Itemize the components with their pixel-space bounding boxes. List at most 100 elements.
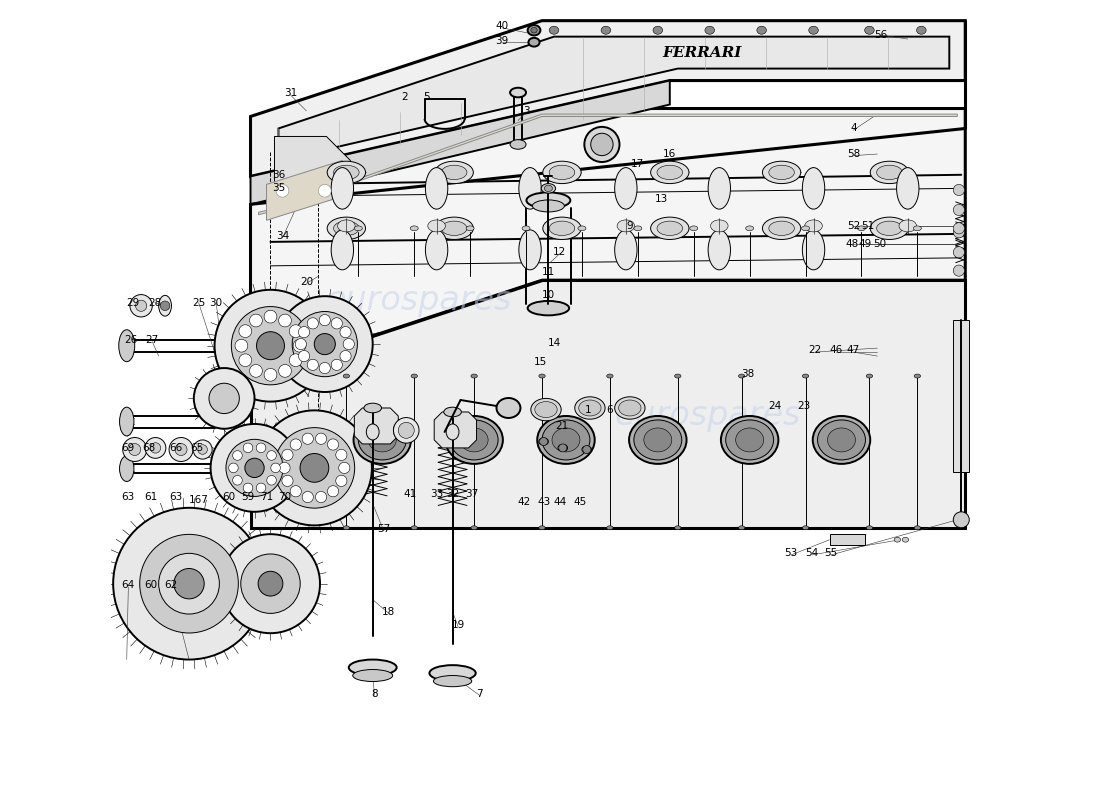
Text: 18: 18: [382, 606, 395, 617]
Ellipse shape: [802, 374, 808, 378]
Circle shape: [319, 362, 330, 374]
Polygon shape: [251, 280, 966, 528]
Text: 3: 3: [522, 106, 529, 116]
Ellipse shape: [870, 217, 909, 239]
Circle shape: [295, 338, 307, 350]
Ellipse shape: [410, 226, 418, 230]
Text: 25: 25: [192, 298, 206, 307]
Ellipse shape: [120, 456, 134, 482]
Polygon shape: [434, 412, 476, 448]
Circle shape: [267, 450, 276, 460]
Ellipse shape: [805, 220, 823, 232]
Ellipse shape: [650, 162, 689, 183]
Text: 14: 14: [548, 338, 561, 347]
Ellipse shape: [575, 397, 605, 419]
Ellipse shape: [446, 416, 503, 464]
Ellipse shape: [539, 374, 546, 378]
Text: 5: 5: [422, 91, 429, 102]
Ellipse shape: [539, 438, 549, 445]
Ellipse shape: [441, 221, 466, 235]
Ellipse shape: [541, 183, 556, 193]
Ellipse shape: [865, 26, 874, 34]
Ellipse shape: [542, 217, 581, 239]
Ellipse shape: [726, 420, 773, 460]
Text: 42: 42: [518, 498, 531, 507]
Ellipse shape: [366, 424, 379, 440]
Text: 7: 7: [476, 689, 483, 699]
Ellipse shape: [916, 26, 926, 34]
Ellipse shape: [542, 162, 581, 183]
Circle shape: [319, 314, 330, 326]
Circle shape: [274, 428, 354, 508]
Ellipse shape: [607, 374, 613, 378]
Ellipse shape: [653, 26, 662, 34]
Circle shape: [954, 184, 965, 195]
Circle shape: [583, 446, 591, 454]
Ellipse shape: [674, 374, 681, 378]
Circle shape: [307, 318, 318, 329]
Text: 53: 53: [784, 548, 798, 558]
Text: 2: 2: [402, 91, 408, 102]
Ellipse shape: [364, 403, 382, 413]
Text: 68: 68: [143, 443, 156, 453]
Circle shape: [239, 325, 252, 338]
Ellipse shape: [896, 168, 918, 209]
Text: 15: 15: [534, 357, 547, 366]
Text: 22: 22: [808, 346, 822, 355]
Circle shape: [174, 569, 205, 599]
Circle shape: [954, 246, 965, 258]
Ellipse shape: [120, 407, 134, 436]
Circle shape: [241, 554, 300, 614]
Ellipse shape: [343, 374, 350, 378]
Circle shape: [954, 222, 965, 234]
Ellipse shape: [531, 27, 537, 33]
Circle shape: [954, 204, 965, 215]
Circle shape: [278, 314, 292, 327]
Ellipse shape: [471, 374, 477, 378]
Circle shape: [257, 410, 372, 526]
Text: 26: 26: [124, 335, 138, 345]
Ellipse shape: [528, 25, 540, 35]
Circle shape: [290, 486, 301, 497]
Circle shape: [258, 571, 283, 596]
Ellipse shape: [471, 526, 477, 530]
Circle shape: [328, 486, 339, 497]
Text: 50: 50: [873, 239, 887, 250]
Text: 27: 27: [145, 335, 158, 345]
Polygon shape: [251, 109, 966, 376]
Polygon shape: [258, 114, 957, 214]
Ellipse shape: [657, 221, 683, 235]
Circle shape: [271, 463, 281, 473]
Ellipse shape: [333, 221, 359, 235]
Circle shape: [221, 534, 320, 633]
Text: 62: 62: [164, 580, 177, 590]
Ellipse shape: [711, 220, 728, 232]
Text: 48: 48: [845, 239, 858, 250]
Ellipse shape: [769, 221, 794, 235]
Ellipse shape: [466, 226, 474, 230]
Ellipse shape: [634, 420, 682, 460]
Ellipse shape: [510, 140, 526, 150]
Text: 45: 45: [574, 498, 587, 507]
Circle shape: [394, 418, 419, 443]
Ellipse shape: [802, 230, 825, 270]
Text: 58: 58: [847, 149, 860, 159]
Ellipse shape: [510, 88, 526, 98]
Ellipse shape: [762, 162, 801, 183]
Text: 46: 46: [829, 346, 843, 355]
Text: 33: 33: [430, 490, 443, 499]
Text: 63: 63: [169, 493, 183, 502]
Polygon shape: [354, 408, 398, 444]
Circle shape: [302, 433, 313, 444]
Circle shape: [194, 368, 254, 429]
Polygon shape: [278, 37, 949, 161]
Text: 29: 29: [126, 298, 140, 307]
Circle shape: [278, 365, 292, 378]
Ellipse shape: [720, 416, 779, 464]
Text: 56: 56: [874, 30, 888, 40]
Ellipse shape: [331, 168, 353, 209]
Ellipse shape: [359, 420, 406, 460]
Text: FERRARI: FERRARI: [662, 46, 741, 60]
Circle shape: [245, 458, 264, 478]
Ellipse shape: [368, 428, 396, 452]
